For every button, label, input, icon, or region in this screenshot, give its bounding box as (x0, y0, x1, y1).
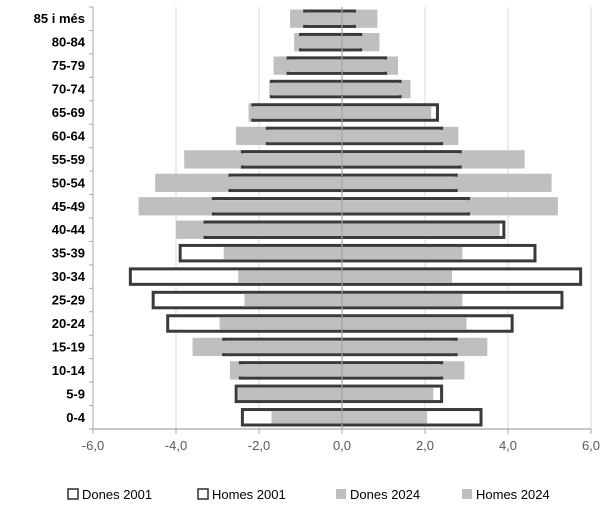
bar-overlay-homes-2024-85-i-m-s (342, 12, 378, 25)
legend-swatch-dones-2024 (336, 489, 346, 499)
legend-label-dones-2001: Dones 2001 (82, 487, 152, 502)
x-tick-label: -4,0 (165, 438, 187, 453)
bar-overlay-homes-2024-80-84 (342, 36, 380, 49)
y-tick-label: 65-69 (52, 105, 85, 120)
y-tick-label: 5-9 (66, 386, 85, 401)
legend-swatch-homes-2001 (197, 488, 209, 500)
y-tick-label: 30-34 (52, 269, 86, 284)
y-tick-labels: 85 i més 80-84 75-79 70-74 65-69 60-64 55-59 50… (34, 11, 86, 425)
bar-overlay-homes-2024-10-14 (342, 364, 465, 377)
y-tick-label: 80-84 (52, 35, 86, 50)
legend-swatch-homes-2024 (462, 489, 472, 499)
legend-label-homes-2024: Homes 2024 (476, 487, 550, 502)
x-tick-label: -2,0 (248, 438, 270, 453)
x-tick-label: 4,0 (499, 438, 517, 453)
x-tick-labels: -6,0 -4,0 -2,0 0,0 2,0 4,0 6,0 (82, 438, 600, 453)
bar-overlay-homes-2024-65-69 (342, 106, 432, 119)
y-tick-label: 40-44 (52, 222, 86, 237)
bar-overlay-dones-2024-0-4 (271, 411, 342, 424)
bar-overlay-homes-2024-0-4 (342, 411, 428, 424)
bar-overlay-dones-2024-45-49 (138, 200, 342, 213)
bar-overlay-dones-2024-75-79 (273, 59, 342, 72)
bar-overlay-dones-2024-40-44 (176, 223, 342, 236)
bar-overlay-homes-2024-20-24 (342, 317, 467, 330)
bar-overlay-homes-2024-35-39 (342, 247, 463, 260)
x-tick-label: -6,0 (82, 438, 104, 453)
bar-overlay-homes-2024-15-19 (342, 340, 488, 354)
y-tick-label: 50-54 (52, 175, 86, 190)
bar-overlay-dones-2024-70-74 (269, 82, 342, 96)
x-tick-label: 0,0 (333, 438, 351, 453)
bar-overlay-dones-2024-65-69 (248, 106, 342, 119)
y-tick-label: 15-19 (52, 339, 85, 354)
bar-overlay-dones-2024-80-84 (294, 36, 342, 49)
bar-overlay-dones-2024-30-34 (238, 270, 342, 283)
y-tick-label: 75-79 (52, 58, 85, 73)
bar-overlay-homes-2024-40-44 (342, 223, 500, 236)
bar-overlay-dones-2024-20-24 (219, 317, 342, 330)
y-tick-label: 60-64 (52, 128, 86, 143)
bar-overlay-homes-2024-70-74 (342, 82, 411, 96)
x-tick-label: 2,0 (416, 438, 434, 453)
legend-label-homes-2001: Homes 2001 (212, 487, 286, 502)
y-tick-label: 0-4 (66, 410, 86, 425)
bars-2001 (128, 9, 583, 427)
bar-overlay-homes-2024-45-49 (342, 200, 558, 213)
bar-overlay-homes-2024-5-9 (342, 387, 434, 400)
bar-overlay-homes-2024-50-54 (342, 176, 552, 189)
bar-overlay-dones-2024-50-54 (155, 176, 342, 189)
legend-label-dones-2024: Dones 2024 (350, 487, 420, 502)
bar-overlay-dones-2024-10-14 (229, 364, 342, 377)
y-tick-label: 55-59 (52, 152, 85, 167)
bar-overlay-dones-2024-15-19 (192, 340, 342, 354)
y-tick-label: 35-39 (52, 246, 85, 261)
y-tick-label: 25-29 (52, 293, 85, 308)
bar-overlay-homes-2024-55-59 (342, 153, 525, 166)
axes (89, 6, 592, 434)
x-tick-label: 6,0 (582, 438, 600, 453)
bar-overlay-dones-2024-25-29 (244, 293, 342, 307)
bar-overlay-dones-2024-85-i-m-s (290, 12, 342, 25)
bar-overlay-dones-2024-5-9 (238, 387, 342, 400)
y-tick-label: 20-24 (52, 316, 86, 331)
bar-overlay-dones-2024-55-59 (184, 153, 342, 166)
bar-overlay-homes-2024-25-29 (342, 293, 463, 307)
bar-overlay-dones-2024-35-39 (223, 247, 342, 260)
legend-swatch-dones-2001 (67, 488, 79, 500)
bar-overlay-homes-2024-60-64 (342, 129, 459, 143)
bar-overlay-dones-2024-60-64 (236, 129, 342, 143)
y-tick-label: 10-14 (52, 363, 86, 378)
y-tick-label: 85 i més (34, 11, 85, 26)
y-tick-label: 45-49 (52, 199, 85, 214)
y-tick-label: 70-74 (52, 82, 86, 97)
bar-overlay-homes-2024-75-79 (342, 59, 399, 72)
legend: Dones 2001 Homes 2001 Dones 2024 Homes 2024 (67, 487, 550, 502)
bar-overlay-homes-2024-30-34 (342, 270, 452, 283)
